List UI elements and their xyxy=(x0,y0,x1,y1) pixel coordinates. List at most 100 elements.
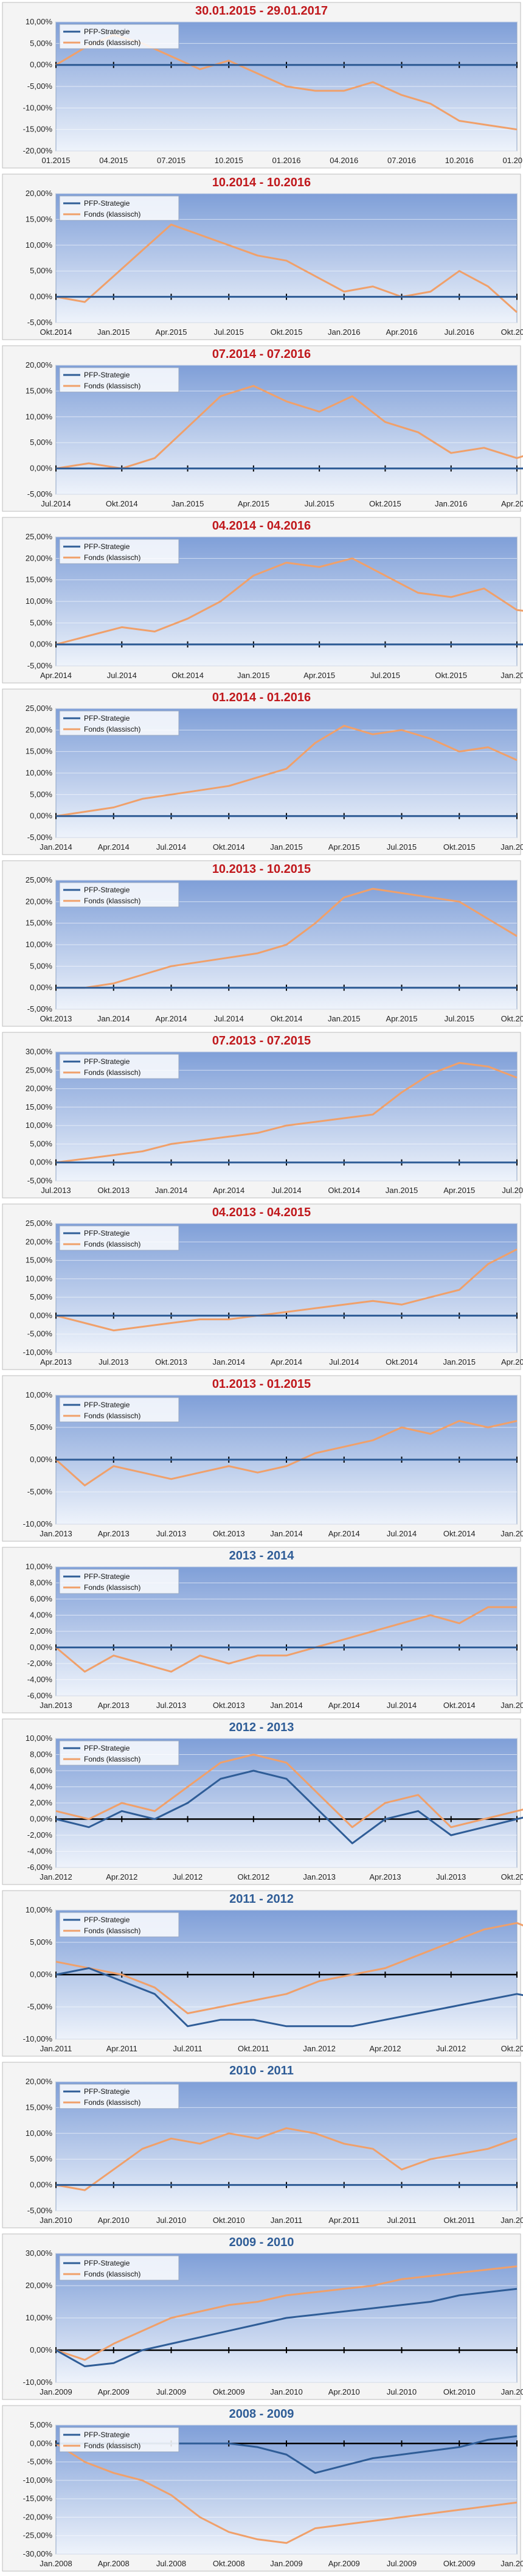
x-tick-label: Jul.2014 xyxy=(214,1014,244,1023)
x-tick-label: Jan.2009 xyxy=(270,2559,303,2568)
legend-label: PFP-Strategie xyxy=(84,1572,130,1581)
legend-label: Fonds (klassisch) xyxy=(84,2441,140,2450)
x-tick-label: Jan.2012 xyxy=(500,2216,523,2225)
x-tick-label: Jul.2015 xyxy=(370,671,400,680)
chart-svg: 07.2014 - 07.2016 20,00% 15,00% 10,00% 5,00%… xyxy=(2,345,523,512)
y-tick-label: 4,00% xyxy=(30,1611,52,1620)
legend: PFP-Strategie Fonds (klassisch) xyxy=(59,1740,179,1766)
x-tick-label: Okt.2013 xyxy=(213,1529,245,1538)
x-tick-label: 10.2015 xyxy=(215,156,243,165)
y-tick-label: 5,00% xyxy=(30,618,52,627)
chart-panel: 07.2013 - 07.2015 30,00% 25,00% 20,00% 15,00… xyxy=(0,1030,523,1202)
x-tick-label: Okt.2008 xyxy=(213,2559,245,2568)
legend: PFP-Strategie Fonds (klassisch) xyxy=(59,1912,179,1937)
series-line-strategy xyxy=(55,1769,523,1844)
chart-svg: 07.2013 - 07.2015 30,00% 25,00% 20,00% 15,00… xyxy=(2,1032,523,1199)
x-tick-label: Jan.2014 xyxy=(213,1357,246,1367)
x-tick-label: Jan.2013 xyxy=(303,1872,336,1881)
legend-label: Fonds (klassisch) xyxy=(84,1412,140,1420)
y-tick-label: 20,00% xyxy=(26,1237,53,1246)
x-tick-label: Apr.2015 xyxy=(303,671,335,680)
y-tick-label: 30,00% xyxy=(26,1047,53,1056)
y-tick-label: 15,00% xyxy=(26,575,53,584)
x-tick-label: Jan.2011 xyxy=(501,2387,523,2396)
y-tick-label: 20,00% xyxy=(26,725,53,734)
chart-panel: 10.2013 - 10.2015 25,00% 20,00% 15,00% 10,00… xyxy=(0,858,523,1030)
y-tick-label: 20,00% xyxy=(26,2077,53,2086)
x-tick-label: Okt.2014 xyxy=(213,842,245,852)
y-tick-label: 25,00% xyxy=(26,1219,53,1228)
x-tick-label: Jan.2012 xyxy=(303,2044,336,2053)
legend: PFP-Strategie Fonds (klassisch) xyxy=(59,1397,179,1423)
chart-panel: 07.2014 - 07.2016 20,00% 15,00% 10,00% 5,00%… xyxy=(0,343,523,515)
x-tick-label: Okt.2009 xyxy=(443,2559,476,2568)
chart-svg: 01.2014 - 01.2016 25,00% 20,00% 15,00% 10,00… xyxy=(2,688,523,855)
legend-label: PFP-Strategie xyxy=(84,1744,130,1752)
x-tick-label: Okt.2015 xyxy=(271,327,303,337)
series-line-strategy xyxy=(55,1967,523,2028)
y-tick-label: -4,00% xyxy=(27,1675,53,1684)
series-line-fund xyxy=(55,1754,523,1829)
y-tick-label: 0,00% xyxy=(30,1970,52,1979)
x-tick-label: Jul.2015 xyxy=(305,499,334,508)
x-tick-label: Apr.2014 xyxy=(328,1529,360,1538)
x-tick-label: Jul.2013 xyxy=(41,1186,71,1195)
chart-title: 30.01.2015 - 29.01.2017 xyxy=(195,4,328,18)
x-tick-label: Jan.2013 xyxy=(40,1529,72,1538)
x-tick-label: Okt.2011 xyxy=(443,2216,475,2225)
x-tick-label: Jan.2015 xyxy=(97,327,130,337)
x-tick-label: Jan.2016 xyxy=(500,671,523,680)
y-tick-label: -30,00% xyxy=(23,2549,53,2558)
x-tick-label: Apr.2008 xyxy=(98,2559,130,2568)
legend: PFP-Strategie Fonds (klassisch) xyxy=(59,710,179,736)
chart-title: 07.2014 - 07.2016 xyxy=(212,348,311,361)
y-tick-label: 10,00% xyxy=(26,1562,53,1571)
y-tick-label: 0,00% xyxy=(30,464,52,473)
x-tick-label: 04.2015 xyxy=(99,156,128,165)
chart-panel: 2008 - 2009 5,00% 0,00% -5,00% -10,00% -15,00… xyxy=(0,2403,523,2575)
y-tick-label: 5,00% xyxy=(30,1937,52,1947)
x-tick-label: Jul.2016 xyxy=(445,327,474,337)
y-tick-label: 5,00% xyxy=(30,2154,52,2163)
y-tick-label: 15,00% xyxy=(26,1102,53,1111)
series-line-fund xyxy=(55,1062,518,1164)
y-tick-label: 10,00% xyxy=(26,2129,53,2138)
y-tick-label: 2,00% xyxy=(30,1798,52,1807)
x-tick-label: Apr.2015 xyxy=(501,1357,523,1367)
x-tick-label: Jul.2010 xyxy=(156,2216,186,2225)
y-tick-label: 15,00% xyxy=(26,386,53,395)
y-tick-label: -5,00% xyxy=(27,2002,53,2011)
series-line-fund xyxy=(55,1419,518,1486)
series-line-fund xyxy=(55,2265,518,2361)
legend-label: Fonds (klassisch) xyxy=(84,1583,140,1592)
y-tick-label: 5,00% xyxy=(30,1292,52,1301)
legend: PFP-Strategie Fonds (klassisch) xyxy=(59,1569,179,1594)
y-tick-label: 0,00% xyxy=(30,2345,52,2354)
chart-title: 2013 - 2014 xyxy=(229,1549,295,1563)
x-tick-label: Jul.2015 xyxy=(502,1186,523,1195)
y-tick-label: 15,00% xyxy=(26,919,53,928)
x-tick-label: Jul.2011 xyxy=(173,2044,202,2053)
x-tick-label: Apr.2012 xyxy=(106,1872,137,1881)
x-tick-label: Apr.2014 xyxy=(98,842,130,852)
y-tick-label: -25,00% xyxy=(23,2531,53,2540)
x-tick-label: Jul.2009 xyxy=(156,2387,186,2396)
x-tick-label: Jan.2008 xyxy=(40,2559,72,2568)
y-tick-label: -5,00% xyxy=(27,1004,53,1013)
y-tick-label: -15,00% xyxy=(23,2494,53,2503)
y-tick-label: 5,00% xyxy=(30,438,52,447)
y-tick-label: 10,00% xyxy=(26,412,53,421)
x-tick-label: Jan.2014 xyxy=(97,1014,130,1023)
series-line-fund xyxy=(55,223,518,313)
x-tick-label: Jan.2015 xyxy=(443,1357,476,1367)
x-tick-label: Jul.2014 xyxy=(387,1701,417,1710)
y-tick-label: 10,00% xyxy=(26,597,53,606)
x-tick-label: Apr.2009 xyxy=(328,2559,360,2568)
x-tick-label: Okt.2013 xyxy=(501,1872,523,1881)
chart-title: 2011 - 2012 xyxy=(229,1892,294,1906)
x-tick-label: Jul.2012 xyxy=(173,1872,203,1881)
legend-label: Fonds (klassisch) xyxy=(84,725,140,733)
chart-title: 04.2014 - 04.2016 xyxy=(212,519,311,533)
x-tick-label: Apr.2014 xyxy=(40,671,72,680)
y-tick-label: -10,00% xyxy=(23,2034,53,2043)
